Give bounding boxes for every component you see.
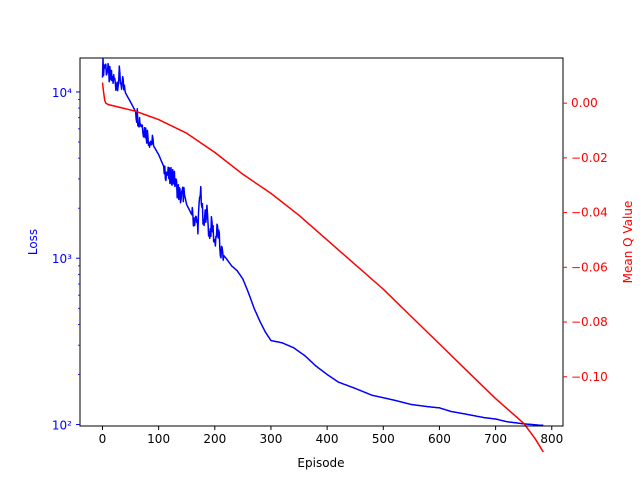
x-tick-label: 200 (203, 432, 226, 446)
y-axis-left: 10² 10³ 10⁴ (52, 86, 80, 433)
y-right-tick-label: −0.04 (571, 206, 608, 220)
y-axis-right-label: Mean Q Value (621, 201, 635, 284)
y-right-tick-label: 0.00 (571, 96, 598, 110)
x-axis-label: Episode (297, 456, 344, 470)
axes-frame (79, 57, 564, 427)
y-axis-right: 0.00 −0.02 −0.04 −0.06 −0.08 −0.10 (563, 96, 608, 384)
y-left-tick-label: 10² (52, 419, 72, 433)
y-left-tick-label: 10³ (52, 252, 72, 266)
x-axis: 0 100 200 300 400 500 600 700 800 (99, 426, 563, 446)
loss-series-line (101, 57, 544, 427)
x-tick-label: 100 (147, 432, 170, 446)
y-right-tick-label: −0.08 (571, 315, 608, 329)
x-tick-label: 800 (540, 432, 563, 446)
y-axis-left-label: Loss (26, 229, 40, 255)
x-tick-label: 300 (260, 432, 283, 446)
y-left-tick-label: 10⁴ (52, 86, 72, 100)
x-tick-label: 600 (428, 432, 451, 446)
x-tick-label: 0 (99, 432, 107, 446)
y-right-tick-label: −0.02 (571, 151, 608, 165)
mean-q-series-line (101, 82, 544, 453)
x-tick-label: 400 (316, 432, 339, 446)
y-right-tick-label: −0.10 (571, 370, 608, 384)
x-tick-label: 700 (484, 432, 507, 446)
y-right-tick-label: −0.06 (571, 260, 608, 274)
x-tick-label: 500 (372, 432, 395, 446)
